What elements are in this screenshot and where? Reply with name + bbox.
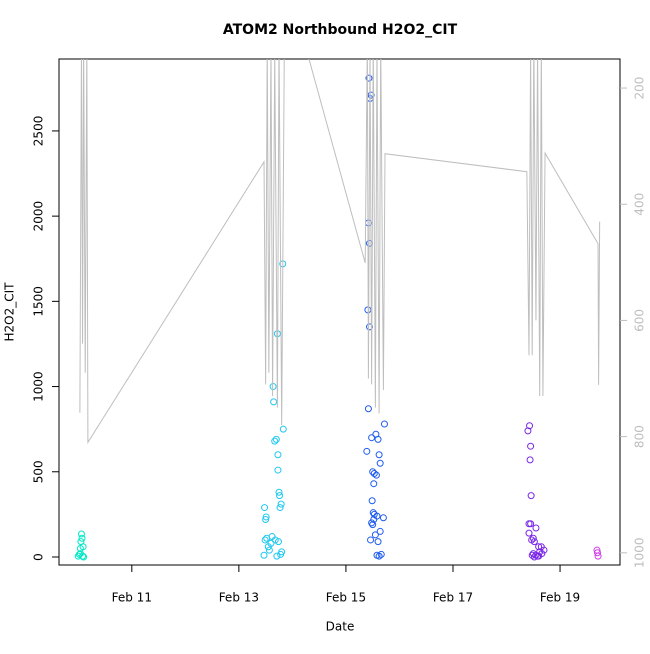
point [367, 91, 375, 99]
point [262, 515, 270, 523]
x-tick-label: Feb 15 [326, 591, 366, 605]
point [376, 459, 384, 467]
x-tick-label: Feb 17 [433, 591, 473, 605]
point [375, 451, 383, 459]
point [276, 504, 284, 512]
point [277, 550, 285, 558]
point [77, 530, 85, 538]
point [370, 469, 378, 477]
point [540, 546, 548, 554]
y-axis-label: H2O2_CIT [3, 282, 17, 342]
point [527, 520, 535, 528]
point [527, 492, 535, 500]
x-axis-label: Date [326, 620, 355, 634]
point [365, 323, 373, 331]
point [79, 543, 87, 551]
point [272, 435, 280, 443]
chart-title: ATOM2 Northbound H2O2_CIT [223, 22, 458, 38]
point [376, 527, 384, 535]
point [535, 552, 543, 560]
point [526, 456, 534, 464]
point [275, 488, 283, 496]
point [371, 531, 379, 539]
point [279, 425, 287, 433]
plot-area [74, 59, 602, 561]
point [265, 546, 273, 554]
point [270, 398, 278, 406]
point [374, 538, 382, 546]
point [530, 538, 538, 546]
point [273, 552, 281, 560]
point [76, 550, 84, 558]
point [375, 552, 383, 560]
y-tick-label: 2500 [32, 116, 46, 147]
point [260, 551, 268, 559]
point [535, 543, 543, 551]
point [370, 480, 378, 488]
y2-tick-label: 200 [633, 77, 647, 100]
point [267, 539, 275, 547]
point [377, 550, 385, 558]
point [528, 551, 536, 559]
point [274, 451, 282, 459]
point [364, 405, 372, 413]
x-tick-label: Feb 19 [540, 591, 580, 605]
point [261, 536, 269, 544]
point [594, 549, 602, 557]
point [271, 437, 279, 445]
y-tick-label: 2000 [32, 201, 46, 232]
point [78, 534, 86, 542]
point [365, 74, 373, 82]
point [363, 447, 371, 455]
y2-tick-label: 800 [633, 425, 647, 448]
y-tick-label: 1000 [32, 371, 46, 402]
x-tick-label: Feb 13 [219, 591, 259, 605]
point [274, 466, 282, 474]
point [368, 497, 376, 505]
point [368, 434, 376, 442]
point [373, 512, 381, 520]
point [529, 534, 537, 542]
point [374, 435, 382, 443]
y2-tick-label: 600 [633, 309, 647, 332]
point [261, 504, 269, 512]
point [379, 514, 387, 522]
point [380, 420, 388, 428]
x-tick-label: Feb 11 [112, 591, 152, 605]
point [368, 519, 376, 527]
y-tick-label: 0 [32, 553, 46, 561]
point [277, 500, 285, 508]
point [594, 552, 602, 560]
point [276, 492, 284, 500]
y-tick-label: 500 [32, 460, 46, 483]
point [262, 513, 270, 521]
point [525, 529, 533, 537]
point [369, 468, 377, 476]
point [274, 538, 282, 546]
point [369, 521, 377, 529]
point [526, 422, 534, 430]
point [527, 442, 535, 450]
line [79, 59, 601, 445]
y-tick-label: 1500 [32, 286, 46, 317]
point [532, 524, 540, 532]
y2-tick-label: 400 [633, 193, 647, 216]
plot-frame [58, 58, 621, 566]
point [367, 536, 375, 544]
y2-tick-label: 1000 [633, 538, 647, 569]
point [530, 553, 538, 561]
